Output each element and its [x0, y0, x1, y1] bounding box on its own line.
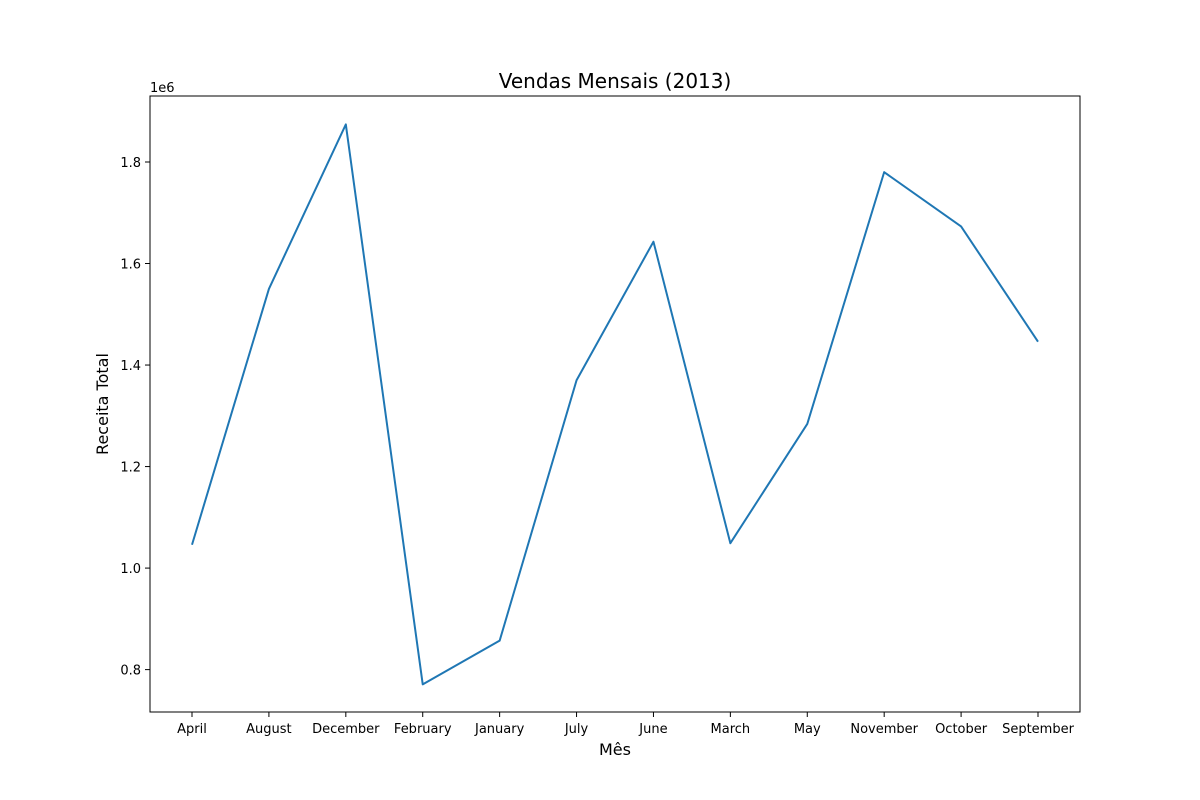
x-tick-label: September [1002, 722, 1075, 737]
x-tick-label: March [711, 722, 751, 737]
plot-frame [149, 95, 1081, 713]
y-tick-label: 1.0 [120, 562, 141, 577]
x-axis-label: Mês [599, 740, 631, 759]
x-tick-label: February [394, 722, 452, 737]
x-tick-label: April [177, 722, 207, 737]
x-tick-label: July [564, 722, 589, 737]
y-tick-label: 1.8 [120, 156, 141, 171]
y-axis-label: Receita Total [93, 353, 112, 455]
x-tick-label: May [794, 722, 821, 737]
y-axis-offset-label: 1e6 [150, 81, 175, 96]
x-tick-label: November [850, 722, 918, 737]
x-tick-label: October [935, 722, 988, 737]
series-line [191, 123, 1039, 686]
y-tick-label: 1.4 [120, 359, 141, 374]
chart-title: Vendas Mensais (2013) [499, 69, 732, 93]
x-tick-label: December [312, 722, 380, 737]
x-tick-label: January [474, 722, 525, 737]
axes: 0.8 1.0 1.2 1.4 1.6 1.8 April August December Feb… [120, 95, 1081, 737]
series-layer [191, 123, 1039, 686]
y-tick-label: 1.6 [120, 258, 141, 273]
x-tick-label: June [638, 722, 667, 737]
x-tick-label: August [246, 722, 292, 737]
y-tick-label: 0.8 [120, 664, 141, 679]
y-tick-label: 1.2 [120, 461, 141, 476]
